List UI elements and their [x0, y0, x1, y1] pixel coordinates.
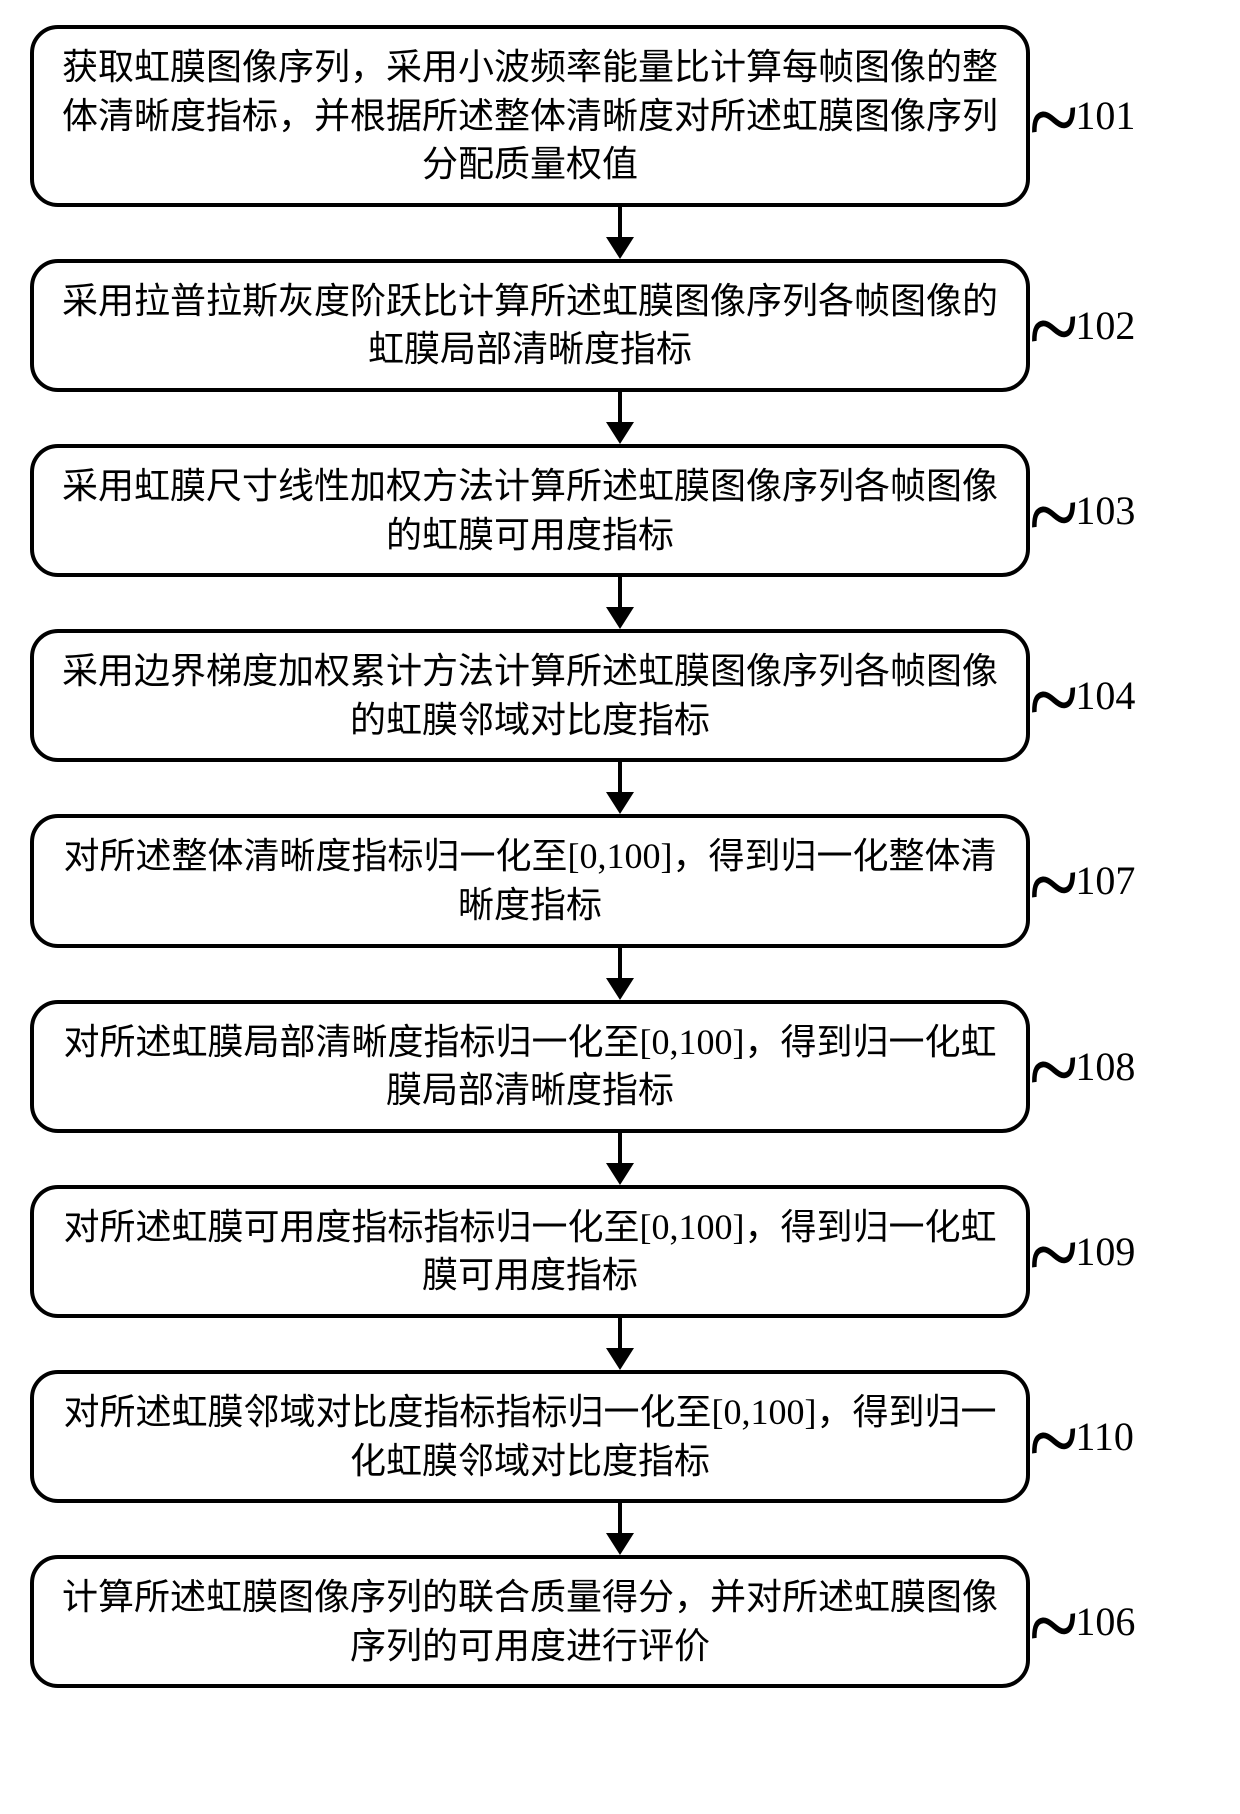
- node-box-101: 获取虹膜图像序列，采用小波频率能量比计算每帧图像的整体清晰度指标，并根据所述整体…: [30, 25, 1030, 207]
- flow-node: 获取虹膜图像序列，采用小波频率能量比计算每帧图像的整体清晰度指标，并根据所述整体…: [30, 25, 1210, 207]
- tilde-icon: ~: [1029, 696, 1079, 703]
- node-text: 采用虹膜尺寸线性加权方法计算所述虹膜图像序列各帧图像的虹膜可用度指标: [62, 462, 998, 559]
- node-box-109: 对所述虹膜可用度指标指标归一化至[0,100]，得到归一化虹膜可用度指标: [30, 1185, 1030, 1318]
- node-box-106: 计算所述虹膜图像序列的联合质量得分，并对所述虹膜图像序列的可用度进行评价: [30, 1555, 1030, 1688]
- flow-node: 对所述虹膜可用度指标指标归一化至[0,100]，得到归一化虹膜可用度指标 ~ 1…: [30, 1185, 1210, 1318]
- node-label-wrap: ~ 109: [1038, 1228, 1135, 1275]
- node-label: 110: [1075, 1413, 1134, 1460]
- node-label-wrap: ~ 102: [1038, 302, 1135, 349]
- node-label-wrap: ~ 103: [1038, 487, 1135, 534]
- flow-node: 计算所述虹膜图像序列的联合质量得分，并对所述虹膜图像序列的可用度进行评价 ~ 1…: [30, 1555, 1210, 1688]
- edge: [120, 1133, 1120, 1185]
- node-text: 对所述虹膜邻域对比度指标指标归一化至[0,100]，得到归一化虹膜邻域对比度指标: [62, 1388, 998, 1485]
- arrow-icon: [618, 577, 622, 629]
- flow-node: 对所述虹膜邻域对比度指标指标归一化至[0,100]，得到归一化虹膜邻域对比度指标…: [30, 1370, 1210, 1503]
- node-label: 102: [1075, 302, 1135, 349]
- node-label: 108: [1075, 1043, 1135, 1090]
- node-box-104: 采用边界梯度加权累计方法计算所述虹膜图像序列各帧图像的虹膜邻域对比度指标: [30, 629, 1030, 762]
- edge: [120, 948, 1120, 1000]
- edge: [120, 1318, 1120, 1370]
- node-label-wrap: ~ 101: [1038, 92, 1135, 139]
- arrow-icon: [618, 1503, 622, 1555]
- tilde-icon: ~: [1029, 1067, 1079, 1074]
- node-label: 104: [1075, 672, 1135, 719]
- edge: [120, 207, 1120, 259]
- flow-node: 对所述整体清晰度指标归一化至[0,100]，得到归一化整体清晰度指标 ~ 107: [30, 814, 1210, 947]
- arrow-icon: [618, 207, 622, 259]
- edge: [120, 1503, 1120, 1555]
- tilde-icon: ~: [1029, 1437, 1079, 1444]
- node-text: 对所述整体清晰度指标归一化至[0,100]，得到归一化整体清晰度指标: [62, 832, 998, 929]
- node-label: 106: [1075, 1598, 1135, 1645]
- arrow-icon: [618, 948, 622, 1000]
- node-box-103: 采用虹膜尺寸线性加权方法计算所述虹膜图像序列各帧图像的虹膜可用度指标: [30, 444, 1030, 577]
- node-label-wrap: ~ 106: [1038, 1598, 1135, 1645]
- node-text: 对所述虹膜局部清晰度指标归一化至[0,100]，得到归一化虹膜局部清晰度指标: [62, 1018, 998, 1115]
- node-label: 101: [1075, 92, 1135, 139]
- tilde-icon: ~: [1029, 882, 1079, 889]
- tilde-icon: ~: [1029, 326, 1079, 333]
- node-box-102: 采用拉普拉斯灰度阶跃比计算所述虹膜图像序列各帧图像的虹膜局部清晰度指标: [30, 259, 1030, 392]
- tilde-icon: ~: [1029, 1622, 1079, 1629]
- arrow-icon: [618, 1318, 622, 1370]
- node-label-wrap: ~ 110: [1038, 1413, 1134, 1460]
- flowchart: 获取虹膜图像序列，采用小波频率能量比计算每帧图像的整体清晰度指标，并根据所述整体…: [30, 25, 1210, 1688]
- flow-node: 采用虹膜尺寸线性加权方法计算所述虹膜图像序列各帧图像的虹膜可用度指标 ~ 103: [30, 444, 1210, 577]
- arrow-icon: [618, 1133, 622, 1185]
- node-label-wrap: ~ 108: [1038, 1043, 1135, 1090]
- node-text: 采用边界梯度加权累计方法计算所述虹膜图像序列各帧图像的虹膜邻域对比度指标: [62, 647, 998, 744]
- edge: [120, 392, 1120, 444]
- node-label: 107: [1075, 857, 1135, 904]
- flow-node: 采用边界梯度加权累计方法计算所述虹膜图像序列各帧图像的虹膜邻域对比度指标 ~ 1…: [30, 629, 1210, 762]
- arrow-icon: [618, 762, 622, 814]
- tilde-icon: ~: [1029, 1252, 1079, 1259]
- tilde-icon: ~: [1029, 117, 1079, 124]
- node-label: 109: [1075, 1228, 1135, 1275]
- flow-node: 采用拉普拉斯灰度阶跃比计算所述虹膜图像序列各帧图像的虹膜局部清晰度指标 ~ 10…: [30, 259, 1210, 392]
- node-label: 103: [1075, 487, 1135, 534]
- edge: [120, 577, 1120, 629]
- node-text: 对所述虹膜可用度指标指标归一化至[0,100]，得到归一化虹膜可用度指标: [62, 1203, 998, 1300]
- node-text: 采用拉普拉斯灰度阶跃比计算所述虹膜图像序列各帧图像的虹膜局部清晰度指标: [62, 277, 998, 374]
- arrow-icon: [618, 392, 622, 444]
- node-label-wrap: ~ 104: [1038, 672, 1135, 719]
- node-text: 计算所述虹膜图像序列的联合质量得分，并对所述虹膜图像序列的可用度进行评价: [62, 1573, 998, 1670]
- node-box-107: 对所述整体清晰度指标归一化至[0,100]，得到归一化整体清晰度指标: [30, 814, 1030, 947]
- node-box-108: 对所述虹膜局部清晰度指标归一化至[0,100]，得到归一化虹膜局部清晰度指标: [30, 1000, 1030, 1133]
- tilde-icon: ~: [1029, 511, 1079, 518]
- node-text: 获取虹膜图像序列，采用小波频率能量比计算每帧图像的整体清晰度指标，并根据所述整体…: [62, 43, 998, 189]
- node-box-110: 对所述虹膜邻域对比度指标指标归一化至[0,100]，得到归一化虹膜邻域对比度指标: [30, 1370, 1030, 1503]
- node-label-wrap: ~ 107: [1038, 857, 1135, 904]
- edge: [120, 762, 1120, 814]
- flow-node: 对所述虹膜局部清晰度指标归一化至[0,100]，得到归一化虹膜局部清晰度指标 ~…: [30, 1000, 1210, 1133]
- flowchart-canvas: 获取虹膜图像序列，采用小波频率能量比计算每帧图像的整体清晰度指标，并根据所述整体…: [0, 0, 1240, 1814]
